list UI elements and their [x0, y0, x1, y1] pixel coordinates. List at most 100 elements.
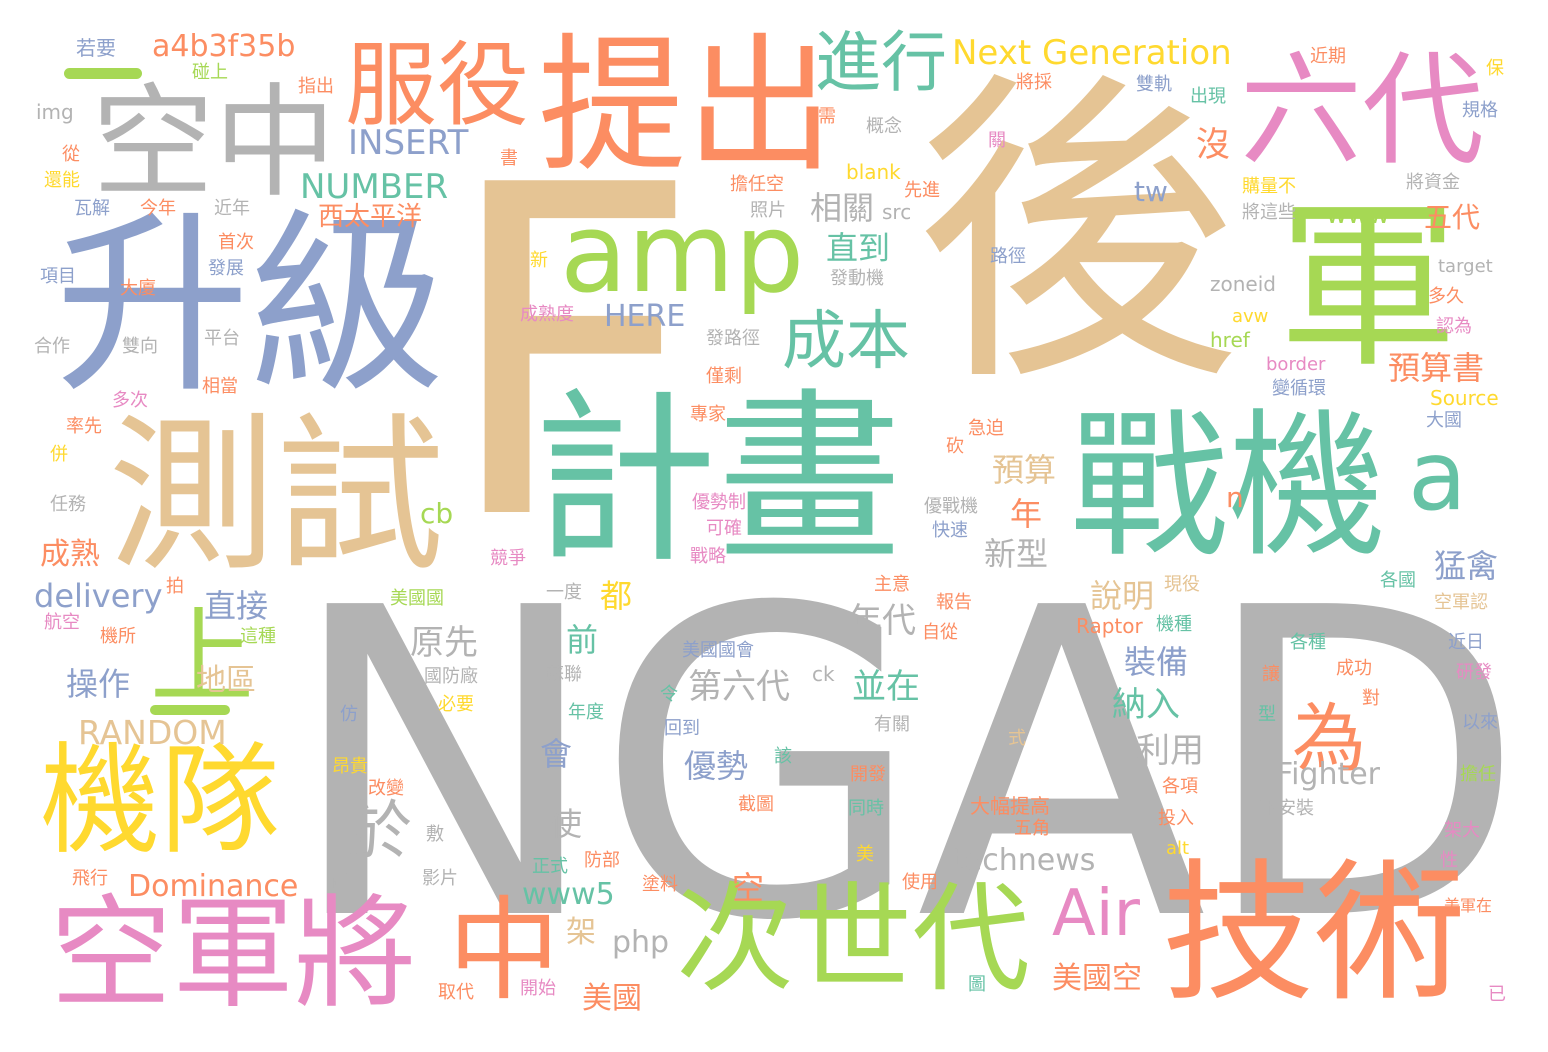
word: 拍 — [166, 576, 184, 597]
word: 原先 — [410, 623, 478, 663]
word: 各國 — [1380, 570, 1416, 591]
word: target — [1438, 256, 1493, 277]
word: 影片 — [422, 868, 458, 889]
word: 這種 — [240, 626, 276, 647]
word: 一度 — [546, 582, 582, 603]
word: 並在 — [852, 667, 920, 707]
word: alt — [1166, 838, 1190, 859]
word: Raptor — [1076, 614, 1143, 638]
word: INSERT — [348, 123, 469, 163]
word: 擔任空 — [730, 174, 784, 195]
word: img — [36, 100, 74, 124]
word: 專家 — [690, 404, 726, 425]
word: www5 — [522, 877, 615, 912]
word: 技術 — [1162, 845, 1466, 1022]
word: 都 — [600, 577, 633, 615]
word: 新型 — [984, 535, 1049, 573]
word: amp — [560, 189, 805, 317]
word: NUMBER — [300, 167, 449, 207]
word: 砍 — [946, 436, 964, 457]
word: 出現 — [1190, 86, 1226, 107]
word: 蘇聯 — [546, 664, 582, 685]
word: 發路徑 — [706, 328, 760, 349]
word: 競爭 — [490, 548, 526, 569]
word: 取代 — [438, 982, 474, 1003]
word: 近期 — [1310, 46, 1346, 67]
word: 截圖 — [738, 794, 774, 815]
word: delivery — [34, 577, 163, 615]
word: 優戰機 — [924, 496, 978, 517]
word: 利用 — [1136, 731, 1204, 771]
word: 空 — [732, 869, 765, 907]
word: 裝備 — [1124, 643, 1189, 681]
word: Fighter — [1276, 757, 1381, 792]
word: 年 — [1010, 495, 1043, 533]
word: 投入 — [1158, 808, 1194, 829]
word: 美軍在 — [1444, 896, 1493, 915]
word: 相當 — [202, 376, 238, 397]
word: 路徑 — [990, 246, 1026, 267]
word: 機隊 — [40, 732, 280, 871]
word: 主意 — [874, 574, 910, 595]
word: a4b3f35b — [152, 29, 296, 64]
word: 新 — [530, 250, 548, 271]
word: 相關 — [810, 189, 875, 227]
word: 購量不 — [1242, 176, 1296, 197]
word: 式 — [1008, 728, 1026, 749]
word: 性 — [1440, 850, 1458, 871]
word: php — [612, 925, 670, 960]
word: technews — [952, 843, 1096, 878]
word: 空軍將 — [50, 883, 416, 1025]
word: 各項 — [1162, 776, 1198, 797]
word: 航空 — [44, 612, 80, 633]
word: 規格 — [1462, 100, 1498, 121]
word: 戰機 — [1070, 395, 1386, 579]
word: 平台 — [204, 328, 240, 349]
word: 該 — [774, 746, 792, 767]
word: tw — [1134, 175, 1168, 208]
word: 讓 — [1262, 664, 1280, 685]
word: 測試 — [108, 398, 444, 594]
word: 猛禽 — [1434, 547, 1499, 585]
word: 第六代 — [688, 667, 790, 707]
word: 開始 — [520, 978, 556, 999]
decorative-bar — [64, 68, 142, 79]
word: 塗料 — [642, 874, 678, 895]
word: 進行 — [815, 24, 947, 101]
word: 為 — [1292, 696, 1366, 782]
word: 雙軌 — [1136, 74, 1172, 95]
word: 將這些 — [1242, 202, 1296, 223]
word: 說明 — [1090, 577, 1155, 615]
word: 多久 — [1428, 286, 1464, 307]
word: 自從 — [922, 622, 958, 643]
word: href — [1210, 328, 1250, 352]
word: 近年 — [214, 198, 250, 219]
word: src — [882, 200, 912, 224]
word: n — [1226, 481, 1244, 514]
word: 需 — [818, 106, 836, 127]
word: 擔任 — [1460, 764, 1496, 785]
word: Dominance — [128, 869, 299, 904]
word: 可確 — [706, 518, 742, 539]
word: 以來 — [1462, 712, 1498, 733]
word: 必要 — [438, 694, 474, 715]
word: 大幅提高 — [970, 794, 1050, 818]
word: 發動機 — [830, 268, 884, 289]
word: 還能 — [44, 170, 80, 191]
word: 關 — [988, 130, 1006, 151]
word: 認為 — [1436, 316, 1472, 337]
word: 將採 — [1016, 72, 1052, 93]
word: 軍 — [1278, 183, 1459, 392]
word: 改變 — [368, 778, 404, 799]
word: 照片 — [750, 200, 786, 221]
word: 開發 — [850, 764, 886, 785]
word: F — [440, 91, 702, 620]
word: 六代 — [1240, 40, 1484, 182]
word: 概念 — [866, 116, 902, 137]
word: 同時 — [848, 798, 884, 819]
word: HERE — [604, 299, 686, 334]
word: 有關 — [874, 714, 910, 735]
word: 沒 — [1196, 125, 1230, 165]
word: 型 — [1258, 704, 1276, 725]
word: 成熟度 — [520, 304, 574, 325]
